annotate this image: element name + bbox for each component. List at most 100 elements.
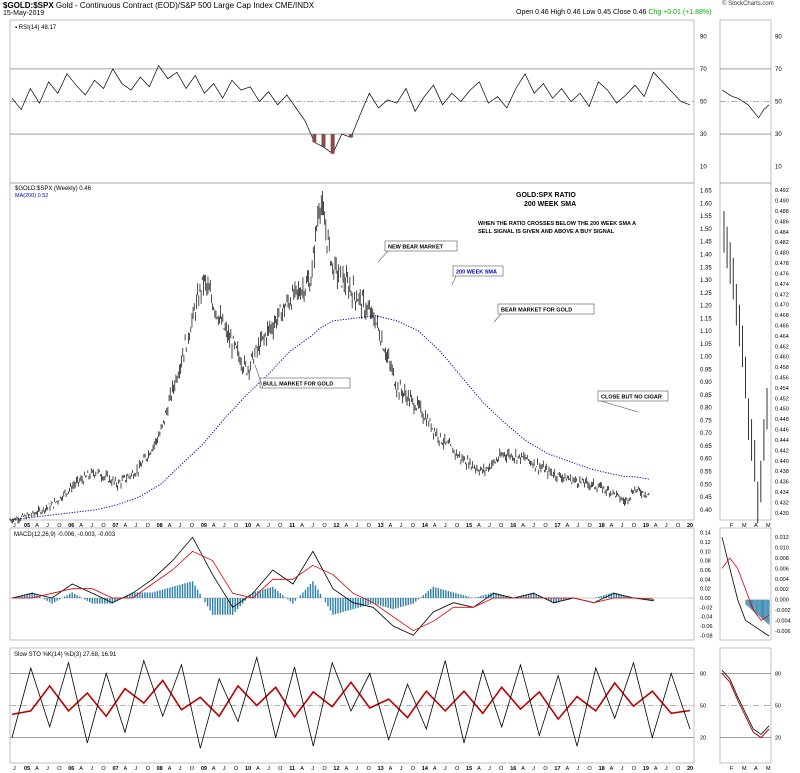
x-label: J bbox=[135, 523, 138, 529]
sto-d-line bbox=[11, 679, 691, 721]
sto-x-label: A bbox=[521, 766, 525, 772]
price-tick: 0.70 bbox=[700, 431, 712, 437]
sto-x-label: O bbox=[588, 766, 593, 772]
price-tick: 0.85 bbox=[700, 393, 712, 399]
sto-x-label: 10 bbox=[245, 766, 251, 772]
x-label: 16 bbox=[510, 523, 516, 529]
x-label: A bbox=[565, 523, 569, 529]
sto-x-label: 17 bbox=[554, 766, 560, 772]
sto-legend: Slow STO %K(14) %D(3) 27.68, 16.91 bbox=[14, 652, 117, 658]
panel-frame-macd bbox=[9, 527, 695, 641]
sto-x-label: 07 bbox=[112, 766, 118, 772]
macd-inset-signal bbox=[721, 557, 770, 621]
callout-label: BULL MARKET FOR GOLD bbox=[263, 382, 333, 388]
x-label: A bbox=[212, 523, 216, 529]
price-tick: 0.90 bbox=[700, 380, 712, 386]
sto-inset-tick: 50 bbox=[775, 704, 781, 710]
sto-x-label: J bbox=[223, 766, 226, 772]
callout-label: 200 WEEK SMA bbox=[456, 270, 497, 276]
macd-inset-tick: -0.002 bbox=[775, 608, 791, 614]
callout-box bbox=[384, 240, 458, 252]
x-label: 13 bbox=[378, 523, 384, 529]
price-tick: 0.40 bbox=[700, 508, 712, 514]
x-label: A bbox=[654, 523, 658, 529]
x-label: 09 bbox=[201, 523, 207, 529]
sto-tick: 80 bbox=[700, 671, 706, 677]
credit: © StockCharts.com bbox=[722, 1, 774, 7]
x-label: O bbox=[499, 523, 504, 529]
x-label: 17 bbox=[554, 523, 560, 529]
sto-x-label: J bbox=[577, 766, 580, 772]
price-tick: 1.65 bbox=[700, 189, 712, 195]
sto-x-label: J bbox=[488, 766, 491, 772]
sto-x-label: 19 bbox=[643, 766, 649, 772]
price-tick: 1.10 bbox=[700, 329, 712, 335]
x-label: A bbox=[477, 523, 481, 529]
price-inset-tick: 0.460 bbox=[775, 355, 789, 361]
inset-x-label: F bbox=[730, 523, 734, 529]
sto-x-label: 14 bbox=[422, 766, 429, 772]
sto-x-label: A bbox=[344, 766, 348, 772]
macd-tick: 0.00 bbox=[700, 596, 711, 602]
annotation-note-line1: WHEN THE RATIO CROSSES BELOW THE 200 WEE… bbox=[478, 221, 636, 227]
callout-box bbox=[452, 265, 504, 277]
sto-x-label: J bbox=[46, 766, 49, 772]
x-label: J bbox=[223, 523, 226, 529]
macd-tick: 0.10 bbox=[700, 549, 711, 555]
sto-x-label: A bbox=[123, 766, 127, 772]
x-label: 12 bbox=[333, 523, 339, 529]
price-inset-tick: 0.470 bbox=[775, 303, 789, 309]
x-label: O bbox=[632, 523, 637, 529]
x-label: J bbox=[400, 523, 403, 529]
rsi-tick: 30 bbox=[700, 132, 707, 138]
sto-x-label: J bbox=[267, 766, 270, 772]
x-label: O bbox=[101, 523, 106, 529]
macd-signal-line bbox=[12, 550, 655, 632]
macd-panel: 0.14 0.12 0.10 0.08 0.06 0.04 0.02 0.00 -0.02 -0.… bbox=[10, 531, 791, 639]
sto-x-label: O bbox=[146, 766, 151, 772]
sto-x-label: A bbox=[168, 766, 172, 772]
sto-x-label: O bbox=[190, 766, 195, 772]
macd-tick: 0.06 bbox=[700, 568, 711, 574]
price-inset-tick: 0.432 bbox=[775, 500, 789, 506]
macd-inset-tick: 0.012 bbox=[775, 535, 789, 541]
macd-inset-line bbox=[721, 537, 770, 637]
sto-x-label: 20 bbox=[687, 766, 693, 772]
inset-x-label: A bbox=[754, 523, 758, 529]
inset-x-label: M bbox=[742, 523, 747, 529]
sto-x-label: 08 bbox=[157, 766, 163, 772]
x-label: A bbox=[123, 523, 127, 529]
sto-x-label: 06 bbox=[68, 766, 74, 772]
x-label: J bbox=[488, 523, 491, 529]
macd-inset-tick: 0.000 bbox=[775, 598, 789, 604]
sto-x-label: O bbox=[234, 766, 239, 772]
x-label: 08 bbox=[157, 523, 163, 529]
x-label: A bbox=[610, 523, 614, 529]
rsi-inset-tick: 10 bbox=[775, 165, 782, 171]
x-label: J bbox=[356, 523, 359, 529]
x-label: J bbox=[267, 523, 270, 529]
price-inset-tick: 0.486 bbox=[775, 219, 789, 225]
rsi-tick: 50 bbox=[700, 100, 707, 106]
sto-x-label: O bbox=[632, 766, 637, 772]
chart-title: $GOLD:$SPX Gold - Continuous Contract (E… bbox=[3, 1, 315, 10]
price-tick: 1.25 bbox=[700, 291, 712, 297]
sto-x-label: J bbox=[90, 766, 93, 772]
panel-frame-price bbox=[9, 182, 695, 521]
price-tick: 0.75 bbox=[700, 418, 712, 424]
x-label: O bbox=[367, 523, 372, 529]
macd-tick: 0.14 bbox=[700, 531, 711, 537]
x-label: J bbox=[532, 523, 535, 529]
sto-x-label: J bbox=[444, 766, 447, 772]
inset-frame-price bbox=[719, 182, 772, 521]
sto-x-label: O bbox=[499, 766, 504, 772]
sto-x-label: J bbox=[356, 766, 359, 772]
rsi-inset-tick: 50 bbox=[775, 100, 782, 106]
price-tick: 0.80 bbox=[700, 406, 712, 412]
rsi-line bbox=[11, 64, 691, 155]
price-inset-tick: 0.444 bbox=[775, 438, 789, 444]
sto-x-label: O bbox=[101, 766, 106, 772]
price-inset-tick: 0.442 bbox=[775, 448, 789, 454]
x-label: 18 bbox=[599, 523, 605, 529]
sto-x-label: 12 bbox=[333, 766, 339, 772]
